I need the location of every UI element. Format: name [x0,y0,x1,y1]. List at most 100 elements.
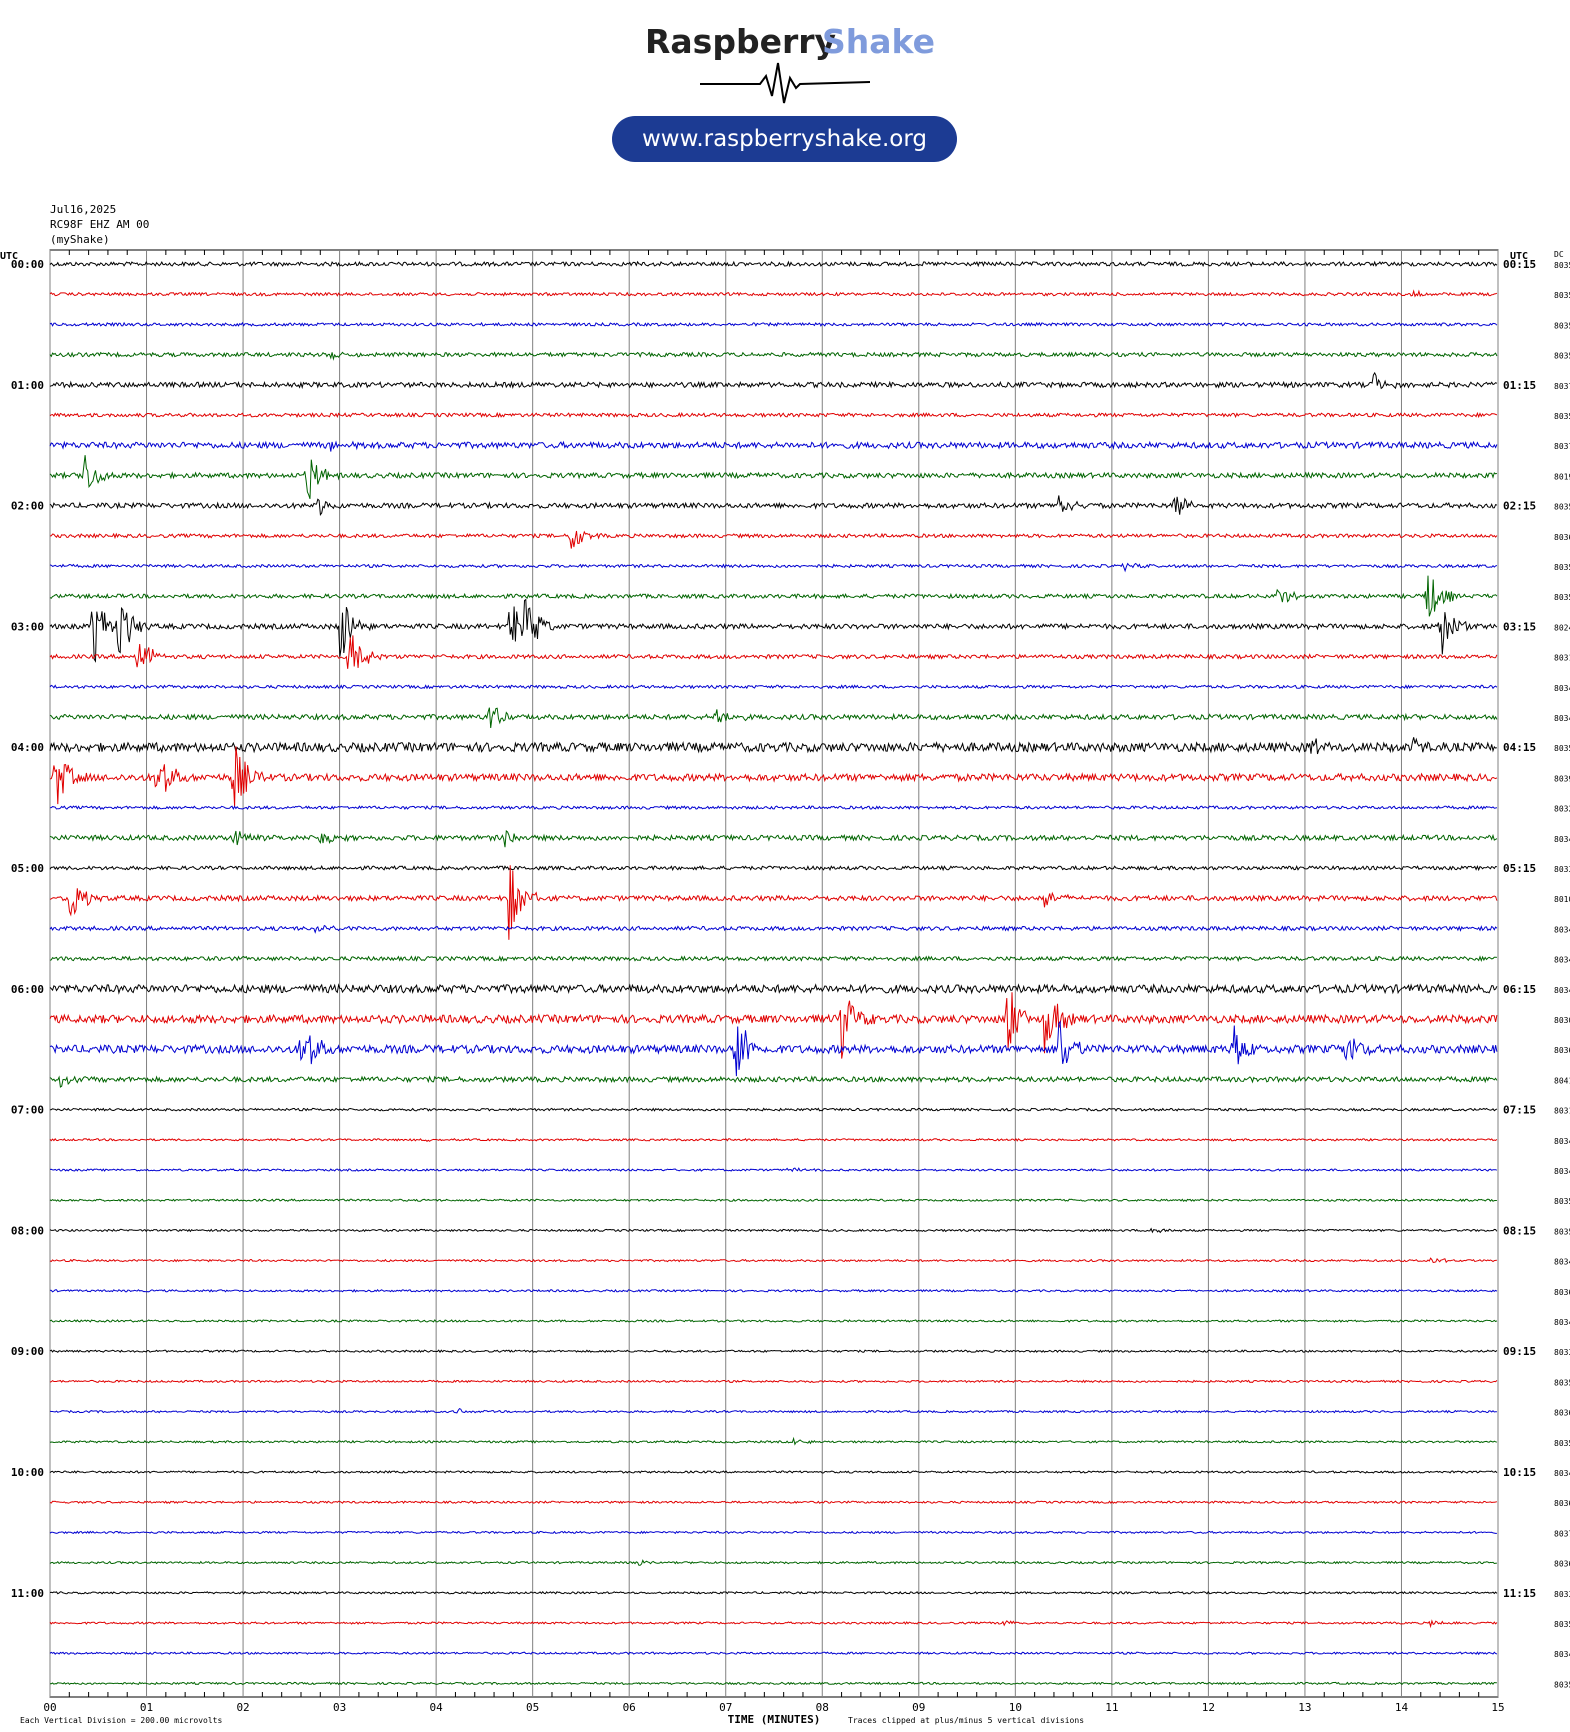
dc-value-label: 8035 [1554,412,1570,421]
trace-line [49,455,1498,500]
trace-line [49,707,1498,729]
utc-end-label: 11:15 [1503,1587,1536,1600]
trace-line [49,955,1497,962]
x-tick-label: 06 [623,1701,636,1714]
x-tick-label: 14 [1395,1701,1409,1714]
dc-value-label: 8036 [1554,1409,1570,1418]
website-url-link[interactable]: www.raspberryshake.org [612,116,957,162]
dc-value-label: 8035 [1554,1620,1570,1629]
station-label: RC98F EHZ AM 00 [50,218,150,231]
x-axis-label: TIME (MINUTES) [728,1713,821,1726]
dc-column-title: DC [1554,250,1564,259]
dc-value-label: 8039 [1554,774,1570,783]
dc-value-label: 8010 [1554,895,1570,904]
raspberry-shake-logo: Raspberry Shake www.raspberryshake.org [0,0,1570,190]
dc-value-label: 8032 [1554,805,1570,814]
utc-end-label: 00:15 [1503,258,1536,271]
dc-value-label: 8034 [1554,1167,1570,1176]
utc-start-label: 07:00 [11,1104,44,1117]
trace-line [49,1257,1497,1264]
x-tick-label: 04 [430,1701,444,1714]
trace-line [49,1619,1498,1629]
dc-value-label: 8036 [1554,1046,1570,1055]
trace-line [49,924,1498,934]
utc-start-label: 04:00 [11,741,44,754]
trace-line [49,1137,1498,1142]
dc-value-label: 8034 [1554,1258,1570,1267]
x-tick-label: 01 [140,1701,153,1714]
utc-end-label: 06:15 [1503,983,1536,996]
trace-line [49,1651,1498,1656]
dc-value-label: 8024 [1554,623,1570,632]
date-label: Jul16,2025 [50,203,117,216]
dc-value-label: 8035 [1554,1227,1570,1236]
dc-value-label: 8034 [1554,684,1570,693]
utc-end-label: 08:15 [1503,1224,1536,1237]
trace-line [49,983,1498,995]
trace-line [49,684,1498,690]
x-tick-label: 10 [1009,1701,1022,1714]
x-tick-label: 00 [43,1701,56,1714]
dc-value-label: 8035 [1554,291,1570,300]
trace-line [49,1319,1498,1323]
utc-start-label: 01:00 [11,379,44,392]
trace-line [49,746,1498,807]
utc-start-label: 10:00 [11,1466,44,1479]
trace-line [49,562,1498,573]
utc-start-label: 00:00 [11,258,44,271]
utc-start-label: 08:00 [11,1224,44,1237]
trace-line [49,598,1498,663]
dc-value-label: 8035 [1554,352,1570,361]
dc-value-label: 8036 [1554,533,1570,542]
dc-value-label: 8035 [1554,1197,1570,1206]
clip-footnote: Traces clipped at plus/minus 5 vertical … [848,1716,1084,1725]
x-tick-label: 15 [1491,1701,1504,1714]
station-info: Jul16,2025 RC98F EHZ AM 00 (myShake) [50,202,149,247]
utc-end-label: 05:15 [1503,862,1536,875]
dc-value-label: 8034 [1554,1469,1570,1478]
trace-line [49,864,1497,872]
x-tick-label: 11 [1105,1701,1118,1714]
trace-line [49,1020,1498,1077]
utc-end-label: 07:15 [1503,1104,1536,1117]
trace-line [49,1198,1497,1202]
x-tick-label: 08 [816,1701,829,1714]
dc-value-label: 8035 [1554,1378,1570,1387]
dc-value-label: 8035 [1554,563,1570,572]
trace-line [49,1470,1498,1474]
x-tick-label: 13 [1298,1701,1311,1714]
trace-line [49,1436,1498,1446]
seismograph-wave-icon [700,62,870,104]
x-tick-label: 09 [912,1701,925,1714]
x-tick-label: 03 [333,1701,346,1714]
dc-value-label: 8034 [1554,714,1570,723]
utc-start-label: 09:00 [11,1345,44,1358]
dc-value-label: 8033 [1554,865,1570,874]
dc-value-label: 8041 [1554,1076,1570,1085]
dc-value-label: 8037 [1554,1529,1570,1538]
x-tick-label: 07 [719,1701,732,1714]
dc-value-label: 8033 [1554,1348,1570,1357]
dc-value-label: 8033 [1554,1590,1570,1599]
x-tick-label: 12 [1202,1701,1215,1714]
dc-value-label: 8035 [1554,503,1570,512]
trace-line [49,351,1498,361]
utc-end-label: 01:15 [1503,379,1536,392]
trace-line [49,530,1498,549]
dc-value-label: 8034 [1554,1318,1570,1327]
trace-line [49,1530,1497,1535]
utc-end-label: 03:15 [1503,620,1536,633]
trace-line [49,1167,1498,1173]
utc-end-label: 02:15 [1503,500,1536,513]
utc-start-label: 11:00 [11,1587,44,1600]
scale-footnote: Each Vertical Division = 200.00 microvol… [20,1716,222,1725]
dc-value-label: 8019 [1554,472,1570,481]
dc-value-label: 8035 [1554,1680,1570,1689]
utc-end-label: 10:15 [1503,1466,1536,1479]
utc-start-label: 05:00 [11,862,44,875]
dc-value-label: 8035 [1554,744,1570,753]
logo-brand-text: Raspberry [645,22,837,61]
trace-line [49,411,1498,419]
dc-value-label: 8034 [1554,1650,1570,1659]
